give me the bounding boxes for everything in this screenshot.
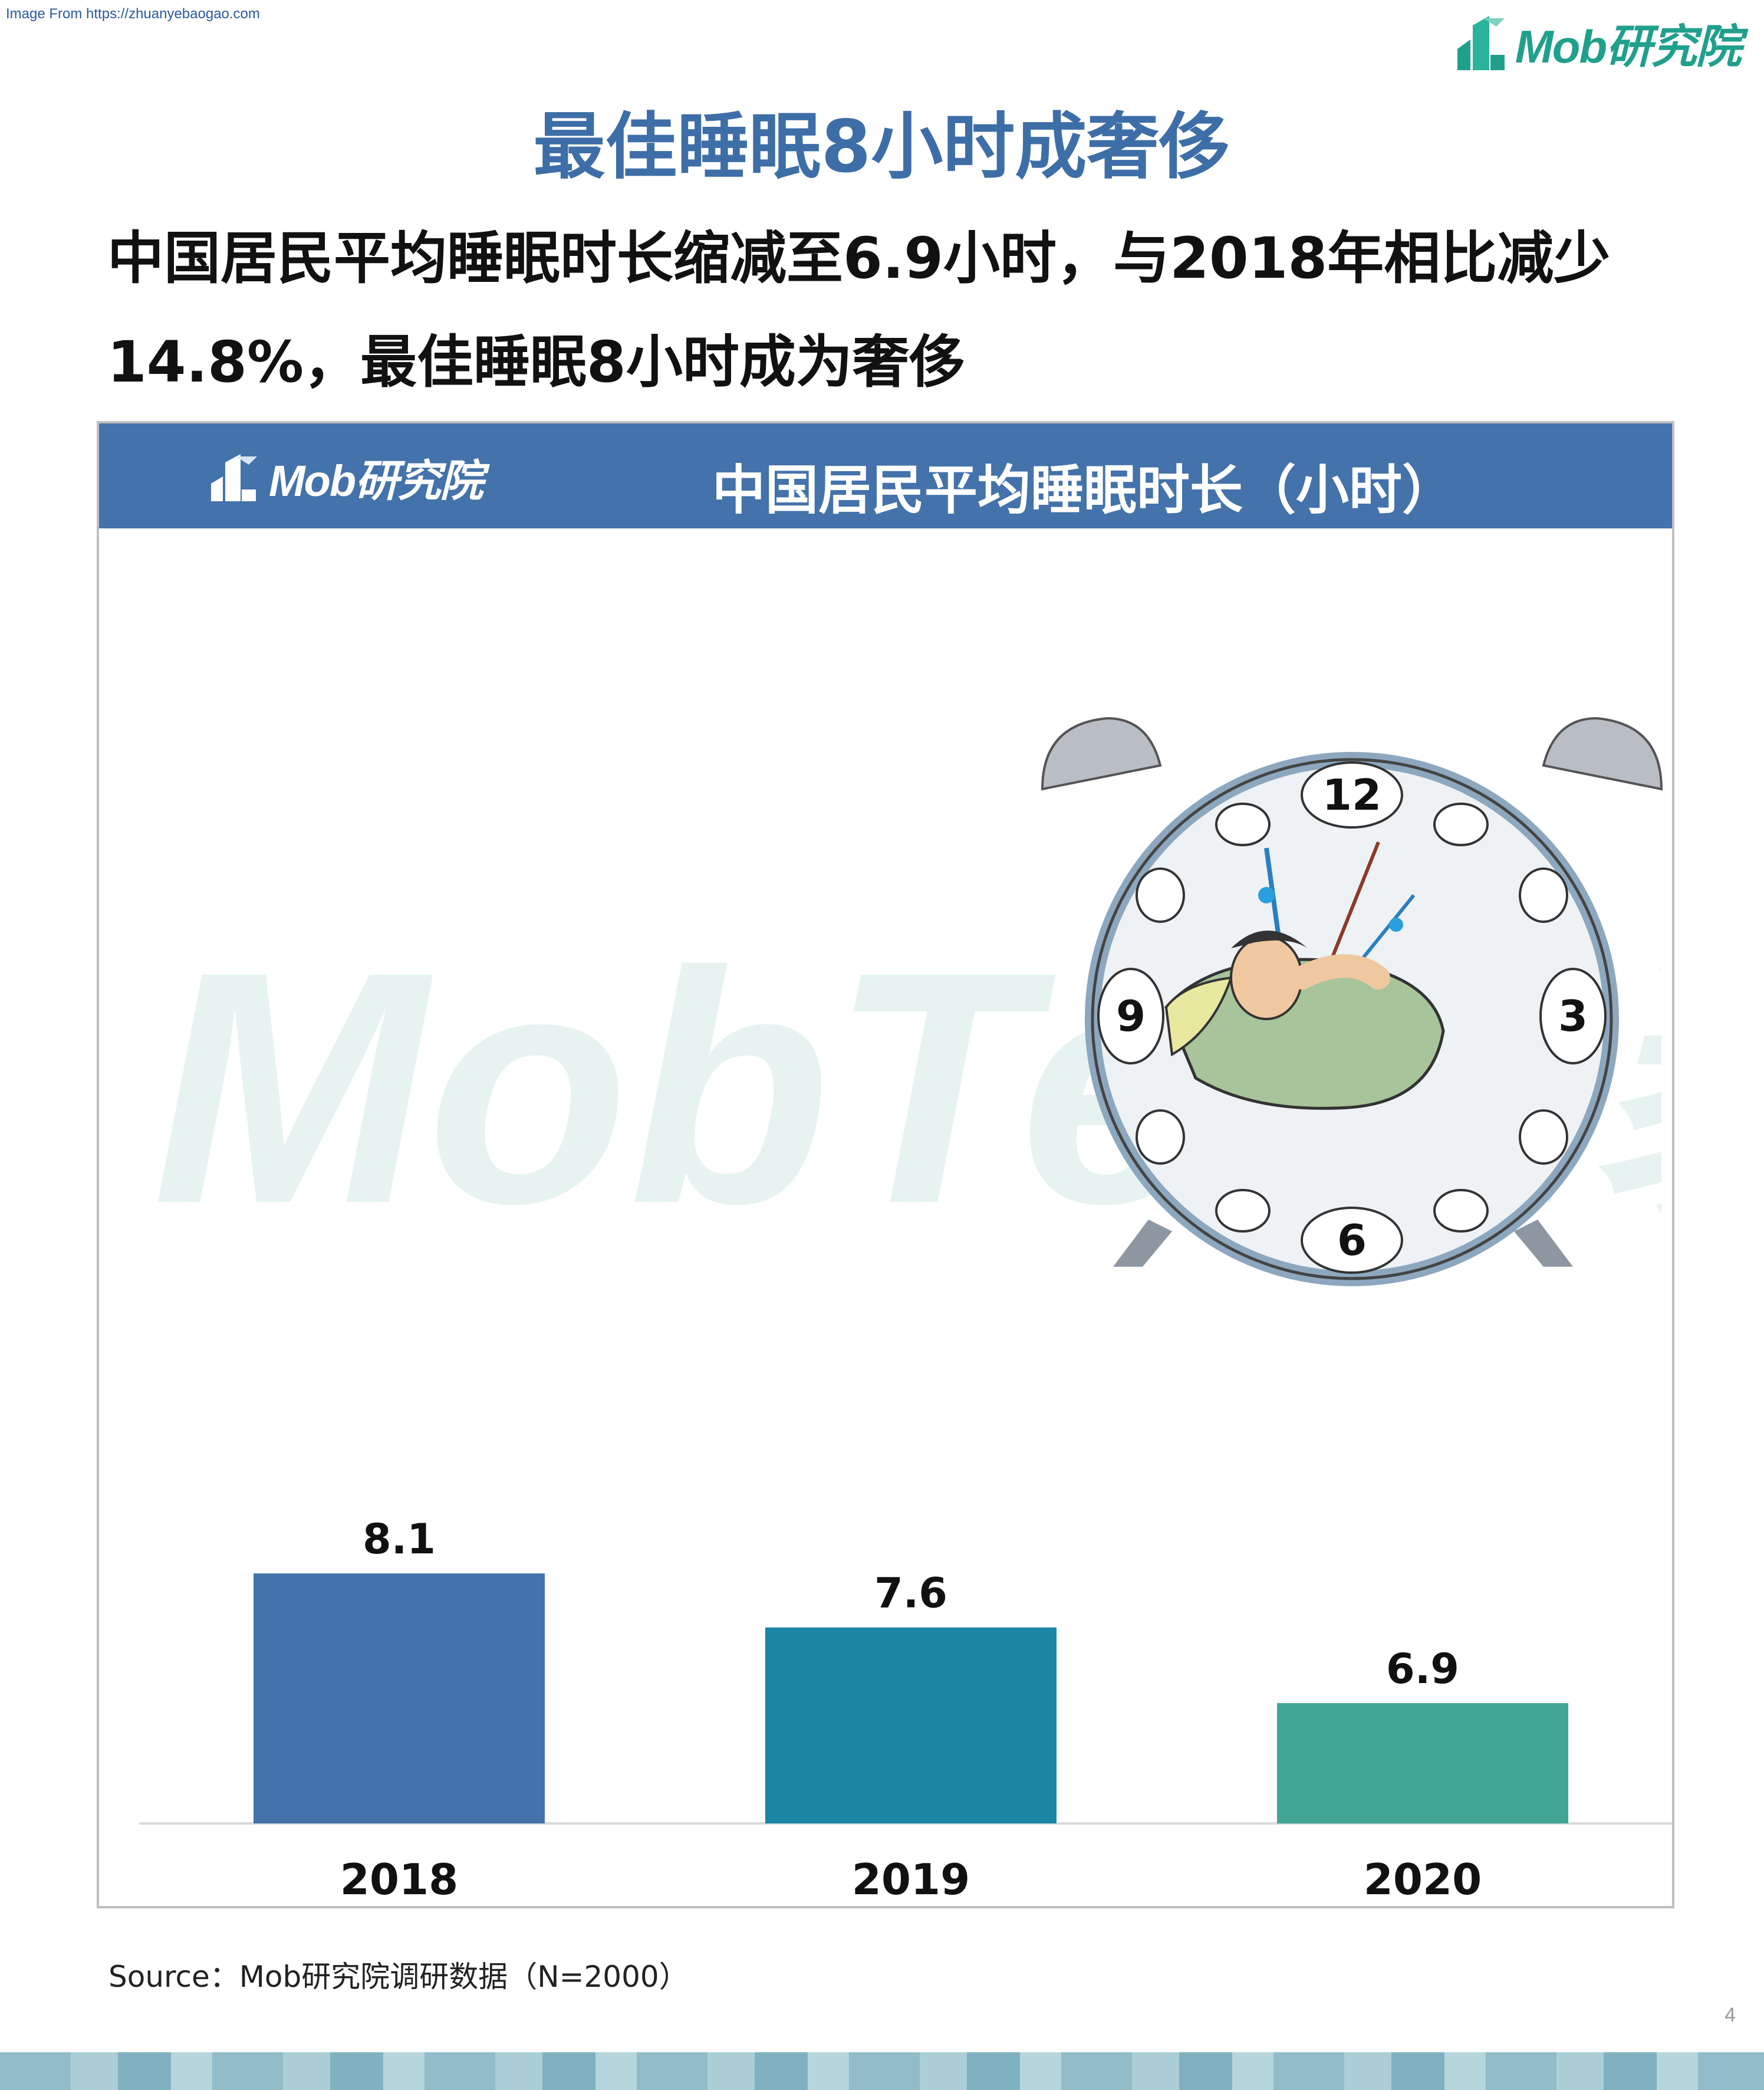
data-label-2019: 7.6 (874, 1569, 947, 1618)
bar-2018 (254, 1573, 545, 1823)
x-tick-label-2020: 2020 (1364, 1855, 1482, 1904)
footer-bar (0, 2052, 1764, 2090)
x-tick-label-2019: 2019 (852, 1855, 970, 1904)
panel-brand-logo: Mob研究院 (209, 445, 483, 510)
bar-chart: 8.1 2018 7.6 2019 6.9 2020 (139, 1515, 1672, 1904)
clock-number-12: 12 (1322, 770, 1381, 820)
brand-name: Mob研究院 (1515, 21, 1742, 73)
source-note: Source：Mob研究院调研数据（N=2000） (108, 1960, 689, 1994)
panel-brand-name: Mob研究院 (269, 456, 483, 505)
data-label-2018: 8.1 (363, 1515, 436, 1563)
headline-line-1: 中国居民平均睡眠时长缩减至6.9小时，与2018年相比减少 (107, 225, 1611, 291)
chart-header: Mob研究院 中国居民平均睡眠时长（小时） (99, 423, 1672, 528)
clock-number-9: 9 (1116, 991, 1146, 1041)
clock-number-3: 3 (1558, 991, 1588, 1041)
clock-number-6: 6 (1337, 1215, 1367, 1265)
data-label-2020: 6.9 (1386, 1645, 1459, 1693)
alarm-clock-illustration: 12 3 6 9 (1041, 717, 1663, 1286)
page-number: 4 (1724, 2004, 1736, 2026)
x-tick-label-2018: 2018 (340, 1855, 458, 1904)
chart-title: 中国居民平均睡眠时长（小时） (712, 459, 1455, 521)
bar-2019 (765, 1627, 1057, 1823)
headline: 中国居民平均睡眠时长缩减至6.9小时，与2018年相比减少 14.8%，最佳睡眠… (107, 206, 1670, 414)
brand-logo: Mob研究院 (1454, 11, 1742, 75)
building-icon (211, 454, 257, 501)
bar-2020 (1277, 1703, 1568, 1823)
source-credit[interactable]: Image From https://zhuanyebaogao.com (6, 6, 260, 22)
headline-line-2: 14.8%，最佳睡眠8小时成为奢侈 (107, 329, 966, 395)
chart-panel: Mob研究院 中国居民平均睡眠时长（小时） MobTech袤博 8.120187… (97, 421, 1674, 1908)
page-title: 最佳睡眠8小时成奢侈 (533, 105, 1231, 189)
building-icon (1457, 16, 1505, 70)
